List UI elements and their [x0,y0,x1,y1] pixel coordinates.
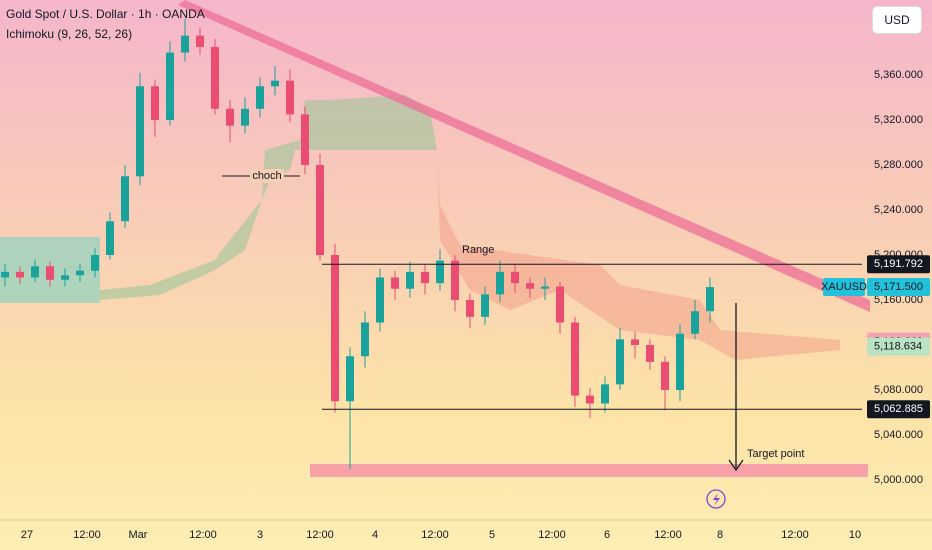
x-tick-label: 12:00 [781,529,809,541]
x-tick-label: 8 [717,529,723,541]
candle-body [346,356,354,402]
candle-body [196,35,204,47]
y-tick-label: 5,280.000 [874,159,923,171]
candle-body [46,266,54,280]
candle-body [451,260,459,300]
choch-bg [250,169,284,183]
candle-body [481,294,489,317]
x-tick-label: Mar [129,529,148,541]
candle-body [61,275,69,280]
candle-body [271,80,279,87]
price-label: 5,171.500 [874,281,923,293]
x-tick-label: 6 [604,529,610,541]
candle-body [181,35,189,53]
candle-body [241,108,249,126]
trend-line [178,0,870,312]
candle-body [511,271,519,284]
candle-body [661,361,669,390]
candle-body [31,266,39,278]
price-label: 5,118.634 [874,340,922,352]
candle-body [376,277,384,323]
price-label: 5,062.885 [874,403,923,415]
candle-body [316,165,324,255]
x-tick-label: 10 [849,529,861,541]
event-icon[interactable] [706,489,726,509]
y-tick-label: 5,240.000 [874,204,923,216]
indicator-label: Ichimoku (9, 26, 52, 26) [6,27,133,41]
candle-body [631,339,639,345]
candle-body [436,260,444,284]
candle-body [406,271,414,289]
candle-body [691,311,699,334]
candle-body [586,395,594,404]
candle-body [226,108,234,126]
candle-body [646,344,654,362]
x-tick-label: 12:00 [189,529,217,541]
range-label: Range [462,244,494,256]
price-label-bg [867,278,930,297]
candle-body [616,339,624,385]
candle-body [211,46,219,109]
chart-title: Gold Spot / U.S. Dollar · 1h · OANDA [6,7,205,21]
choch-label: choch [252,170,281,182]
target-label: Target point [747,448,804,460]
y-tick-label: 5,000.000 [874,474,923,486]
currency-button[interactable]: USD [872,6,922,34]
ichimoku-cloud [437,150,840,360]
y-tick-label: 5,160.000 [874,294,923,306]
candle-body [136,86,144,177]
price-label-bg [867,255,930,274]
x-tick-label: 27 [21,529,33,541]
target-zone [310,464,868,477]
candle-body [106,221,114,255]
symbol-label-bg [823,278,865,297]
candle-body [301,114,309,166]
y-tick-label: 5,320.000 [874,114,923,126]
x-tick-label: 12:00 [538,529,566,541]
candle-body [676,333,684,390]
candle-body [76,270,84,276]
x-tick-label: 12:00 [73,529,101,541]
candle-body [571,322,579,396]
candle-body [421,271,429,284]
x-tick-label: 12:00 [306,529,334,541]
candle-body [541,286,549,289]
ichimoku-cloud [100,95,437,300]
candle-body [496,271,504,295]
y-tick-label: 5,080.000 [874,384,923,396]
candle-body [91,254,99,271]
event-icon-bolt [713,493,720,506]
candle-body [151,86,159,121]
x-tick-label: 3 [257,529,263,541]
target-arrowhead [728,459,744,472]
candle-body [526,283,534,289]
x-tick-label: 5 [489,529,495,541]
price-label: 5,191.792 [874,258,923,270]
price-label-bg [867,337,930,356]
candle-body [1,271,9,278]
candle-body [706,287,714,312]
candle-body [331,254,339,402]
y-tick-label: 5,040.000 [874,429,923,441]
candle-body [466,299,474,317]
candle-body [361,322,369,357]
symbol-label: XAUUSD [821,281,867,293]
candle-body [16,271,24,278]
candle-body [256,86,264,109]
x-tick-label: 12:00 [421,529,449,541]
x-tick-label: 4 [372,529,378,541]
x-tick-label: 12:00 [654,529,682,541]
candle-body [601,384,609,404]
candle-body [556,286,564,323]
candle-body [121,176,129,222]
y-tick-label: 5,360.000 [874,69,923,81]
price-label-bg [867,400,930,419]
candle-body [391,277,399,289]
candle-body [286,80,294,115]
candle-body [166,52,174,121]
